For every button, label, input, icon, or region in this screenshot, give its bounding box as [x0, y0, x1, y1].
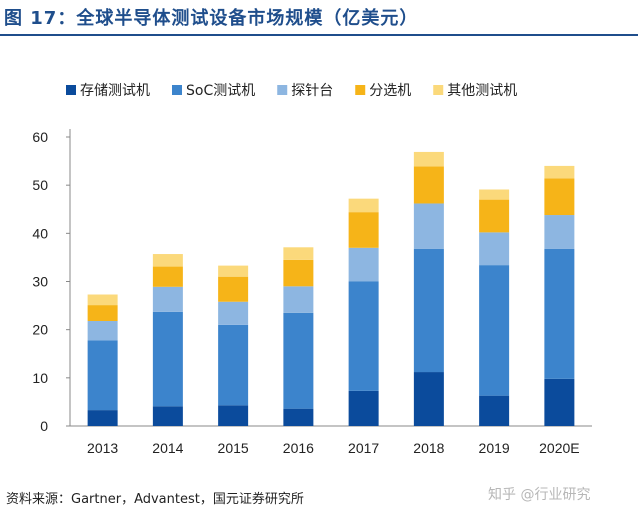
bar-segment [348, 212, 379, 248]
bar-segment [87, 305, 118, 321]
legend-label: 分选机 [369, 83, 411, 99]
bar-segment [479, 265, 510, 396]
stacked-bar-chart: 存储测试机 SoC测试机 探针台 分选机 其他测试机 0 10 20 30 40 50 60 2013 2… [32, 83, 592, 456]
bar-segment [413, 203, 444, 249]
bar-segment [218, 324, 249, 406]
bar-segment [283, 312, 314, 409]
chart-title: 图 17：全球半导体测试设备市场规模（亿美元） [4, 8, 419, 29]
bar-segment [152, 406, 183, 426]
bar-segment [348, 247, 379, 282]
legend-swatch [172, 85, 182, 95]
y-tick-label: 40 [32, 225, 48, 241]
legend-label: SoC测试机 [186, 83, 255, 99]
x-tick-label: 2015 [218, 440, 249, 456]
bar-segment [152, 266, 183, 287]
bar-segment [152, 311, 183, 407]
bar-segment [348, 281, 379, 391]
bar-segment [218, 301, 249, 325]
y-tick-label: 30 [32, 274, 48, 290]
bar-segment [413, 372, 444, 426]
bar-segment [152, 254, 183, 267]
bar-segment [413, 166, 444, 204]
bar-segment [218, 405, 249, 426]
bar-segment [544, 165, 575, 179]
x-tick-label: 2019 [479, 440, 510, 456]
legend-swatch [66, 85, 76, 95]
bar-segment [544, 215, 575, 249]
x-tick-label: 2016 [283, 440, 314, 456]
legend-label: 其他测试机 [447, 83, 517, 99]
title-divider [0, 34, 638, 36]
bar-segment [479, 189, 510, 200]
y-tick-label: 10 [32, 370, 48, 386]
bar-segment [283, 408, 314, 426]
legend-swatch [277, 85, 288, 95]
bar-segment [283, 247, 314, 260]
bar-segment [479, 199, 510, 233]
bar-segment [544, 178, 575, 216]
bar-segment [283, 259, 314, 287]
y-tick-label: 20 [32, 322, 48, 338]
legend-swatch [355, 85, 366, 95]
y-tick-label: 0 [40, 418, 48, 434]
bar-segment [87, 340, 118, 411]
x-tick-label: 2017 [348, 440, 379, 456]
x-tick-label: 2013 [87, 440, 118, 456]
y-tick-label: 50 [32, 177, 48, 193]
bar-segment [413, 248, 444, 373]
bar-segment [218, 265, 249, 277]
bar-segment [283, 286, 314, 313]
bar-segment [348, 390, 379, 426]
x-tick-label: 2018 [413, 440, 444, 456]
bar-segment [544, 378, 575, 426]
bar-segment [413, 151, 444, 167]
bar-segment [87, 410, 118, 426]
legend-label: 探针台 [291, 83, 333, 99]
bar-segment [479, 395, 510, 426]
source-note: 资料来源：Gartner，Advantest，国元证券研究所 [6, 492, 304, 507]
bar-segment [544, 248, 575, 379]
bar-segment [479, 232, 510, 266]
legend-swatch [433, 85, 444, 95]
x-tick-label: 2014 [152, 440, 183, 456]
bar-segment [87, 320, 118, 341]
x-tick-label: 2020E [539, 440, 579, 456]
bar-segment [348, 198, 379, 213]
watermark: 知乎 @行业研究 [488, 487, 591, 503]
bar-segment [152, 286, 183, 312]
bar-segment [87, 294, 118, 306]
y-tick-label: 60 [32, 129, 48, 145]
legend-label: 存储测试机 [80, 83, 150, 99]
bar-segment [218, 276, 249, 302]
